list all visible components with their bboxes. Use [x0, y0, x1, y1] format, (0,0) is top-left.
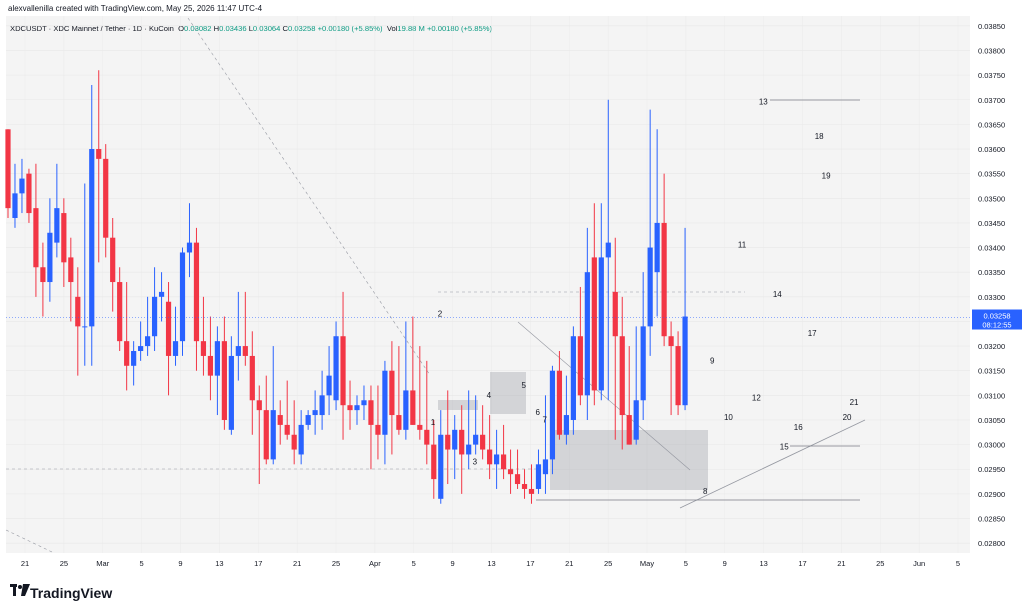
y-tick-label: 0.02800 — [978, 539, 1005, 548]
y-tick-label: 0.03500 — [978, 194, 1005, 203]
brand-name: TradingView — [30, 585, 113, 601]
y-tick-label: 0.02900 — [978, 490, 1005, 499]
symbol-title[interactable]: XDCUSDT · XDC Mainnet / Tether · 1D · Ku… — [10, 24, 174, 33]
last-price-value: 0.03258 — [983, 312, 1010, 321]
x-tick-label: 9 — [178, 559, 182, 568]
credit-bar: alexvallenilla created with TradingView.… — [0, 0, 1024, 16]
x-tick-label: 13 — [759, 559, 767, 568]
y-tick-label: 0.03250 — [978, 317, 1005, 326]
volume-label: Vol — [386, 24, 398, 33]
close-value: 0.03258 — [287, 24, 316, 33]
volume-change: +0.00180 (+5.85%) — [426, 24, 492, 33]
chart-pane[interactable] — [6, 16, 970, 553]
x-tick-label: May — [640, 559, 654, 568]
y-tick-label: 0.03600 — [978, 145, 1005, 154]
y-tick-label: 0.03650 — [978, 120, 1005, 129]
y-tick-label: 0.02850 — [978, 515, 1005, 524]
y-tick-label: 0.03200 — [978, 342, 1005, 351]
high-value: 0.03436 — [219, 24, 247, 33]
x-tick-label: 5 — [684, 559, 688, 568]
y-tick-label: 0.03850 — [978, 22, 1005, 31]
open-label: O — [178, 24, 185, 33]
x-tick-label: 5 — [140, 559, 144, 568]
x-tick-label: 21 — [837, 559, 845, 568]
x-tick-label: 13 — [215, 559, 223, 568]
x-tick-label: Jun — [913, 559, 925, 568]
x-tick-label: 17 — [798, 559, 806, 568]
y-tick-label: 0.03400 — [978, 244, 1005, 253]
y-tick-label: 0.03300 — [978, 293, 1005, 302]
x-tick-label: Apr — [369, 559, 381, 568]
credit-text: alexvallenilla created with TradingView.… — [8, 4, 263, 13]
x-tick-label: Mar — [96, 559, 109, 568]
tradingview-logo-icon — [10, 584, 30, 601]
y-tick-label: 0.03750 — [978, 71, 1005, 80]
x-tick-label: 21 — [21, 559, 29, 568]
x-tick-label: 17 — [526, 559, 534, 568]
x-tick-label: 25 — [604, 559, 612, 568]
x-tick-label: 17 — [254, 559, 262, 568]
y-tick-label: 0.03100 — [978, 391, 1005, 400]
x-tick-label: 9 — [723, 559, 727, 568]
open-value: 0.03082 — [184, 24, 212, 33]
x-tick-label: 25 — [332, 559, 340, 568]
last-price-badge — [972, 309, 1022, 330]
symbol-legend: XDCUSDT · XDC Mainnet / Tether · 1D · Ku… — [10, 24, 492, 33]
x-tick-label: 5 — [956, 559, 960, 568]
x-tick-label: 13 — [487, 559, 495, 568]
y-tick-label: 0.03050 — [978, 416, 1005, 425]
y-tick-label: 0.02950 — [978, 465, 1005, 474]
x-tick-label: 9 — [451, 559, 455, 568]
y-tick-label: 0.03150 — [978, 367, 1005, 376]
x-tick-label: 5 — [412, 559, 416, 568]
countdown-timer: 08:12:55 — [982, 321, 1011, 330]
price-axis — [970, 16, 1024, 553]
x-tick-label: 25 — [60, 559, 68, 568]
y-tick-label: 0.03450 — [978, 219, 1005, 228]
x-tick-label: 21 — [293, 559, 301, 568]
tradingview-logo[interactable]: TradingView — [10, 584, 112, 602]
volume-value: 19.88 M — [397, 24, 425, 33]
y-tick-label: 0.03350 — [978, 268, 1005, 277]
y-tick-label: 0.03000 — [978, 441, 1005, 450]
y-tick-label: 0.03800 — [978, 46, 1005, 55]
low-value: 0.03064 — [252, 24, 281, 33]
x-tick-label: 21 — [565, 559, 573, 568]
y-tick-label: 0.03700 — [978, 96, 1005, 105]
change-value: +0.00180 (+5.85%) — [317, 24, 383, 33]
y-tick-label: 0.03550 — [978, 170, 1005, 179]
x-tick-label: 25 — [876, 559, 884, 568]
